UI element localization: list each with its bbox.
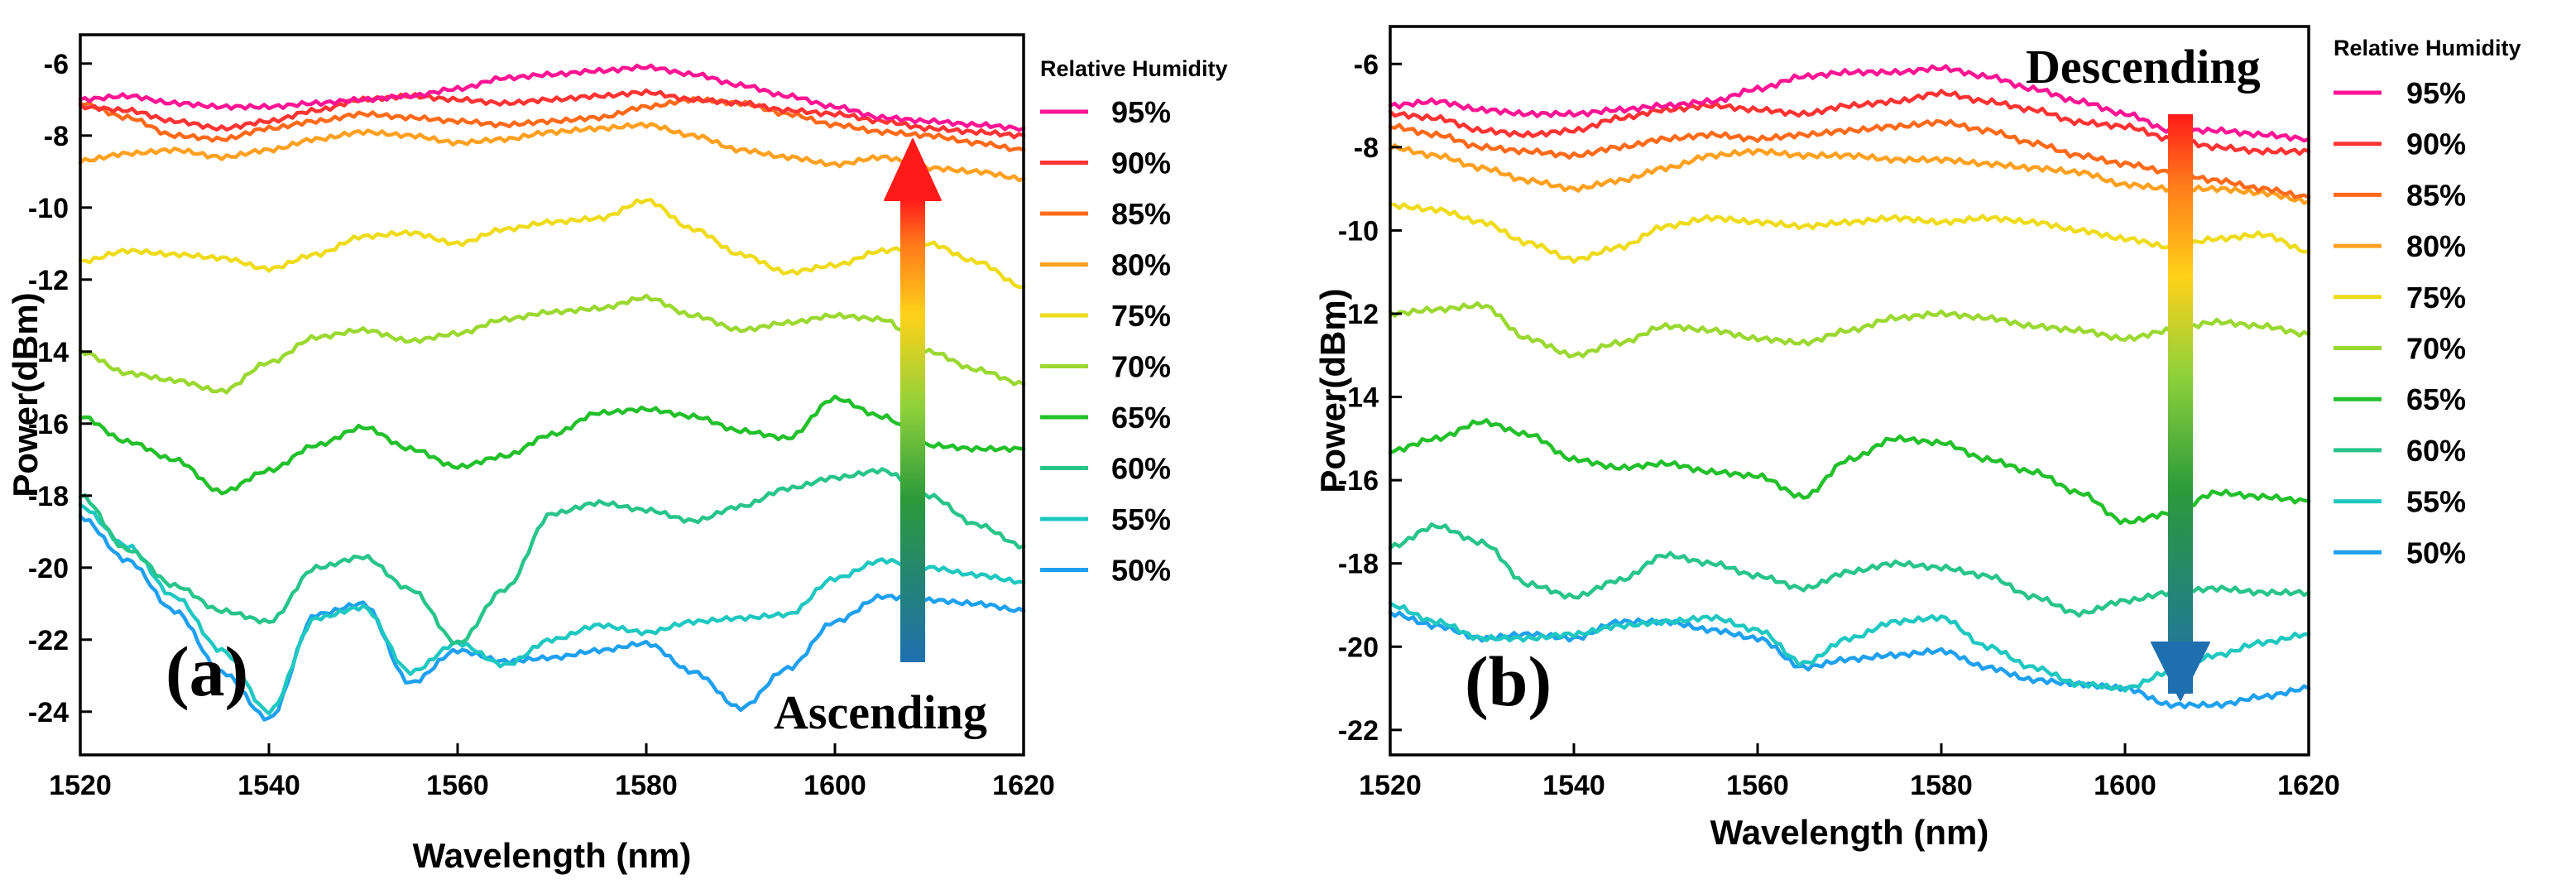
panel-b-legend-label: 65% [2406,382,2466,416]
panel-b-plot-frame [1389,25,2310,757]
panel-a-y-tick-label: -14 [28,337,69,368]
panel-a-x-tick-label: 1620 [992,770,1055,801]
panel-b-x-tick-label: 1540 [1542,770,1605,801]
panel-a-legend-label: 95% [1111,95,1171,129]
panel-b-series [1388,64,2311,709]
panel-b-legend-label: 95% [2406,76,2466,110]
panel-a-x-tick-label: 1560 [426,770,489,801]
panel-a: -24 -22 -20 -18 -16 -14 -12 -10 -8 -6 1520 1540 156… [6,33,1228,875]
panel-a-series-75pct [78,197,1026,290]
panel-b-series-65pct [1388,418,2311,526]
panel-a-series-55pct [78,502,1026,716]
panel-a-x-tick-label: 1520 [49,770,112,801]
panel-a-y-ticks: -24 -22 -20 -18 -16 -14 -12 -10 -8 -6 [28,49,92,728]
panel-b-x-tick-label: 1600 [2094,770,2156,801]
panel-a-y-tick-label: -6 [44,49,69,80]
panel-a-legend-label: 75% [1111,299,1171,333]
panel-b-series-90pct [1388,89,2311,156]
panel-b-label: (b) [1465,642,1552,721]
panel-b-y-tick-label: -16 [1338,465,1379,497]
panel-a-x-ticks: 1520 1540 1560 1580 1600 1620 [49,743,1055,801]
panel-a-series-80pct [78,121,1026,183]
panel-a-legend-label: 55% [1111,502,1171,536]
panel-b-y-tick-label: -10 [1338,215,1379,247]
panel-b-legend-label: 80% [2406,229,2466,263]
panel-b-x-tick-label: 1560 [1726,770,1789,801]
panel-a-legend: Relative Humidity 95% 90% 85% 80% 75% 70% 65% 6… [1040,56,1228,588]
panel-a-legend-label: 60% [1111,452,1171,486]
panel-b-y-tick-label: -22 [1338,715,1379,747]
panel-a-legend-label: 65% [1111,401,1171,435]
panel-a-legend-label: 50% [1111,554,1171,588]
panel-a-series [78,63,1026,722]
panel-a-series-50pct [78,514,1026,722]
panel-b: -22-20-18-16-14-12-10-8-6 1520 1540 1560 15… [1313,25,2521,852]
panel-b-legend: Relative Humidity 95% 90% 85% 80% 75% 70% 65% 6… [2334,36,2521,569]
panel-a-x-tick-label: 1600 [804,770,866,801]
panel-b-series-95pct [1388,64,2311,143]
panel-b-legend-title: Relative Humidity [2334,36,2521,60]
panel-a-label: (a) [165,632,248,711]
panel-b-y-tick-label: -12 [1338,299,1379,330]
panel-a-y-tick-label: -10 [28,193,69,224]
panel-b-y-axis-title: Power(dBm) [1313,288,1352,493]
panel-b-series-85pct [1388,118,2311,199]
panel-a-y-tick-label: -18 [28,481,69,512]
panel-b-y-tick-label: -6 [1354,49,1379,80]
panel-a-ascending-arrow [884,138,942,662]
panel-b-y-tick-label: -18 [1338,549,1379,580]
panel-b-series-60pct [1388,522,2311,618]
panel-a-legend-label: 80% [1111,248,1171,282]
panel-a-y-tick-label: -16 [28,409,69,440]
panel-b-annotation: Descending [2026,40,2261,94]
panel-b-legend-label: 75% [2406,281,2466,315]
panel-b-legend-label: 50% [2406,536,2466,569]
panel-b-legend-label: 55% [2406,485,2466,519]
panel-a-series-70pct [78,293,1026,395]
panel-a-legend-title: Relative Humidity [1040,56,1228,81]
panel-a-series-60pct [78,467,1026,646]
panel-b-x-tick-label: 1580 [1910,770,1973,801]
panel-b-legend-label: 70% [2406,332,2466,366]
panel-a-legend-label: 90% [1111,147,1171,180]
panel-b-legend-label: 90% [2406,127,2466,161]
panel-a-y-tick-label: -24 [28,697,69,728]
panel-a-y-tick-label: -12 [28,265,69,296]
panel-a-series-95pct [78,63,1026,132]
panel-b-x-ticks: 1520 1540 1560 1580 1600 1620 [1359,743,2340,801]
panel-b-y-tick-label: -8 [1354,132,1379,164]
panel-a-legend-label: 70% [1111,350,1171,384]
panel-a-series-90pct [78,88,1026,140]
panel-a-y-tick-label: -20 [28,553,69,584]
panel-a-series-85pct [78,96,1026,152]
panel-b-y-ticks: -22 -20 -18 -16 -14 -12 -10 -8 -6 [1338,49,1402,747]
panel-b-series-55pct [1388,601,2311,693]
panel-b-legend-label: 85% [2406,178,2466,212]
panel-a-y-axis-title: Power(dBm) [6,292,45,497]
panel-a-y-tick-label: -8 [44,121,69,152]
panel-a-annotation: Ascending [774,685,987,739]
panel-b-x-tick-label: 1520 [1359,770,1422,801]
panel-b-y-tick-label: -20 [1338,632,1379,663]
panel-b-series-80pct [1388,143,2311,205]
panel-b-series-75pct [1388,202,2311,264]
panel-b-series-70pct [1388,300,2311,359]
panel-a-plot-frame [79,33,1025,757]
panel-a-series-65pct [78,394,1026,496]
panel-b-descending-arrow [2151,114,2210,701]
panel-a-x-tick-label: 1580 [615,770,678,801]
panel-b-x-axis-title: Wavelength (nm) [1710,813,1989,852]
panel-a-x-tick-label: 1540 [237,770,300,801]
panel-b-y-tick-label: -14 [1338,382,1379,414]
panel-a-x-axis-title: Wavelength (nm) [413,836,692,875]
panel-b-x-tick-label: 1620 [2277,770,2340,801]
panel-b-legend-label: 60% [2406,434,2466,468]
panel-a-y-tick-label: -22 [28,625,69,656]
panel-a-legend-label: 85% [1111,197,1171,231]
